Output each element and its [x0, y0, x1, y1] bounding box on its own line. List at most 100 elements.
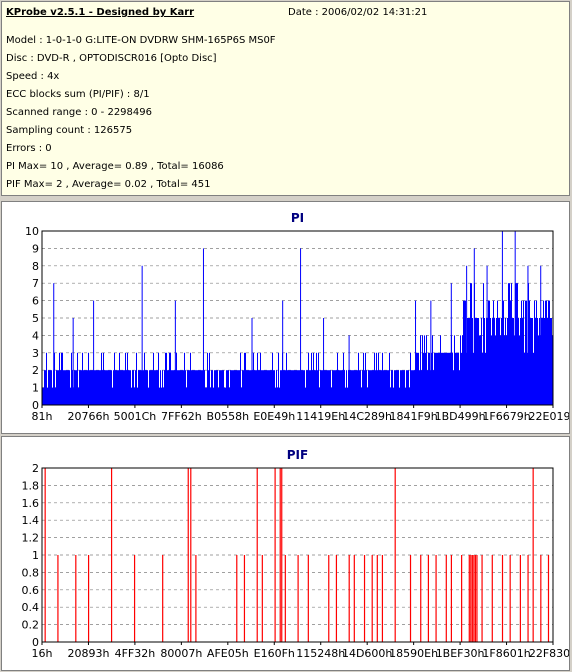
data-bar	[279, 468, 281, 642]
data-bar	[342, 370, 343, 405]
data-bar	[526, 300, 527, 405]
data-bar	[44, 468, 46, 642]
data-bar	[446, 352, 447, 405]
data-bar	[226, 370, 227, 405]
app-title: KProbe v2.5.1 - Designed by Karr	[6, 7, 195, 18]
data-bar	[128, 370, 129, 405]
data-bar	[304, 370, 305, 405]
data-bar	[393, 387, 394, 405]
data-bar	[312, 370, 313, 405]
data-bar	[143, 370, 144, 405]
data-bar	[549, 300, 550, 405]
data-bar	[477, 318, 478, 405]
data-bar	[351, 370, 352, 405]
data-bar	[117, 370, 118, 405]
data-bar	[331, 387, 332, 405]
data-bar	[443, 352, 444, 405]
data-bar	[352, 370, 353, 405]
data-bar	[334, 370, 335, 405]
data-bar	[427, 555, 430, 642]
data-bar	[202, 370, 203, 405]
data-bar	[301, 370, 302, 405]
data-bar	[319, 387, 320, 405]
data-bar	[191, 370, 192, 405]
x-tick-label: 5001Ch	[114, 410, 157, 423]
data-bar	[54, 352, 55, 405]
data-bar	[481, 318, 482, 405]
data-bar	[246, 370, 247, 405]
data-bar	[210, 387, 211, 405]
data-bar	[533, 352, 534, 405]
data-bar	[44, 370, 45, 405]
data-bar	[344, 370, 345, 405]
data-bar	[510, 300, 511, 405]
data-bar	[187, 468, 189, 642]
data-bar	[97, 370, 98, 405]
data-bar	[358, 352, 359, 405]
data-bar	[261, 370, 262, 405]
data-bar	[491, 335, 492, 405]
data-bar	[309, 370, 310, 405]
data-bar	[429, 352, 430, 405]
data-bar	[51, 370, 52, 405]
data-bar	[277, 387, 278, 405]
data-bar	[230, 370, 231, 405]
data-bar	[336, 370, 337, 405]
x-tick-label: B0558h	[207, 410, 250, 423]
data-bar	[190, 352, 191, 405]
data-bar	[438, 352, 439, 405]
data-bar	[488, 300, 489, 405]
data-bar	[256, 468, 258, 642]
data-bar	[247, 370, 248, 405]
data-bar	[406, 370, 407, 405]
data-bar	[266, 370, 267, 405]
pi-chart-panel: PI 0 1 2 3 4 5 6 7 8 9 10 81h 20766h 5001Ch 7FF62h B0558…	[1, 201, 570, 434]
data-bar	[257, 352, 258, 405]
data-bar	[220, 370, 221, 405]
data-bar	[367, 387, 368, 405]
data-bar	[177, 370, 178, 405]
data-bar	[365, 352, 366, 405]
data-bar	[74, 370, 75, 405]
data-bar	[168, 370, 169, 405]
data-bar	[497, 300, 498, 405]
data-bar	[238, 370, 239, 405]
data-bar	[447, 352, 448, 405]
data-bar	[178, 370, 179, 405]
data-bar	[347, 387, 348, 405]
data-bar	[162, 370, 163, 405]
data-bar	[516, 283, 517, 405]
data-bar	[378, 352, 379, 405]
data-bar	[325, 370, 326, 405]
data-bar	[425, 352, 426, 405]
data-bar	[145, 370, 146, 405]
data-bar	[357, 370, 358, 405]
data-bar	[182, 370, 183, 405]
data-bar	[275, 387, 276, 405]
data-bar	[110, 468, 113, 642]
y-tick-label: 2	[32, 462, 39, 475]
data-bar	[66, 370, 67, 405]
chart-title: PIF	[287, 448, 308, 462]
data-bar	[159, 387, 160, 405]
data-bar	[328, 555, 330, 642]
data-bar	[548, 300, 549, 405]
data-bar	[69, 370, 70, 405]
data-bar	[390, 387, 391, 405]
data-bar	[317, 370, 318, 405]
data-bar	[251, 370, 252, 405]
data-bar	[372, 370, 373, 405]
data-bar	[363, 352, 364, 405]
data-bar	[395, 370, 396, 405]
data-bar	[119, 352, 120, 405]
data-bar	[135, 370, 136, 405]
data-bar	[476, 555, 478, 642]
data-bar	[501, 318, 502, 405]
data-bar	[272, 352, 273, 405]
data-bar	[348, 555, 350, 642]
data-bar	[524, 352, 525, 405]
data-bar	[216, 370, 217, 405]
data-bar	[335, 370, 336, 405]
data-bar	[494, 318, 495, 405]
data-bar	[452, 352, 453, 405]
